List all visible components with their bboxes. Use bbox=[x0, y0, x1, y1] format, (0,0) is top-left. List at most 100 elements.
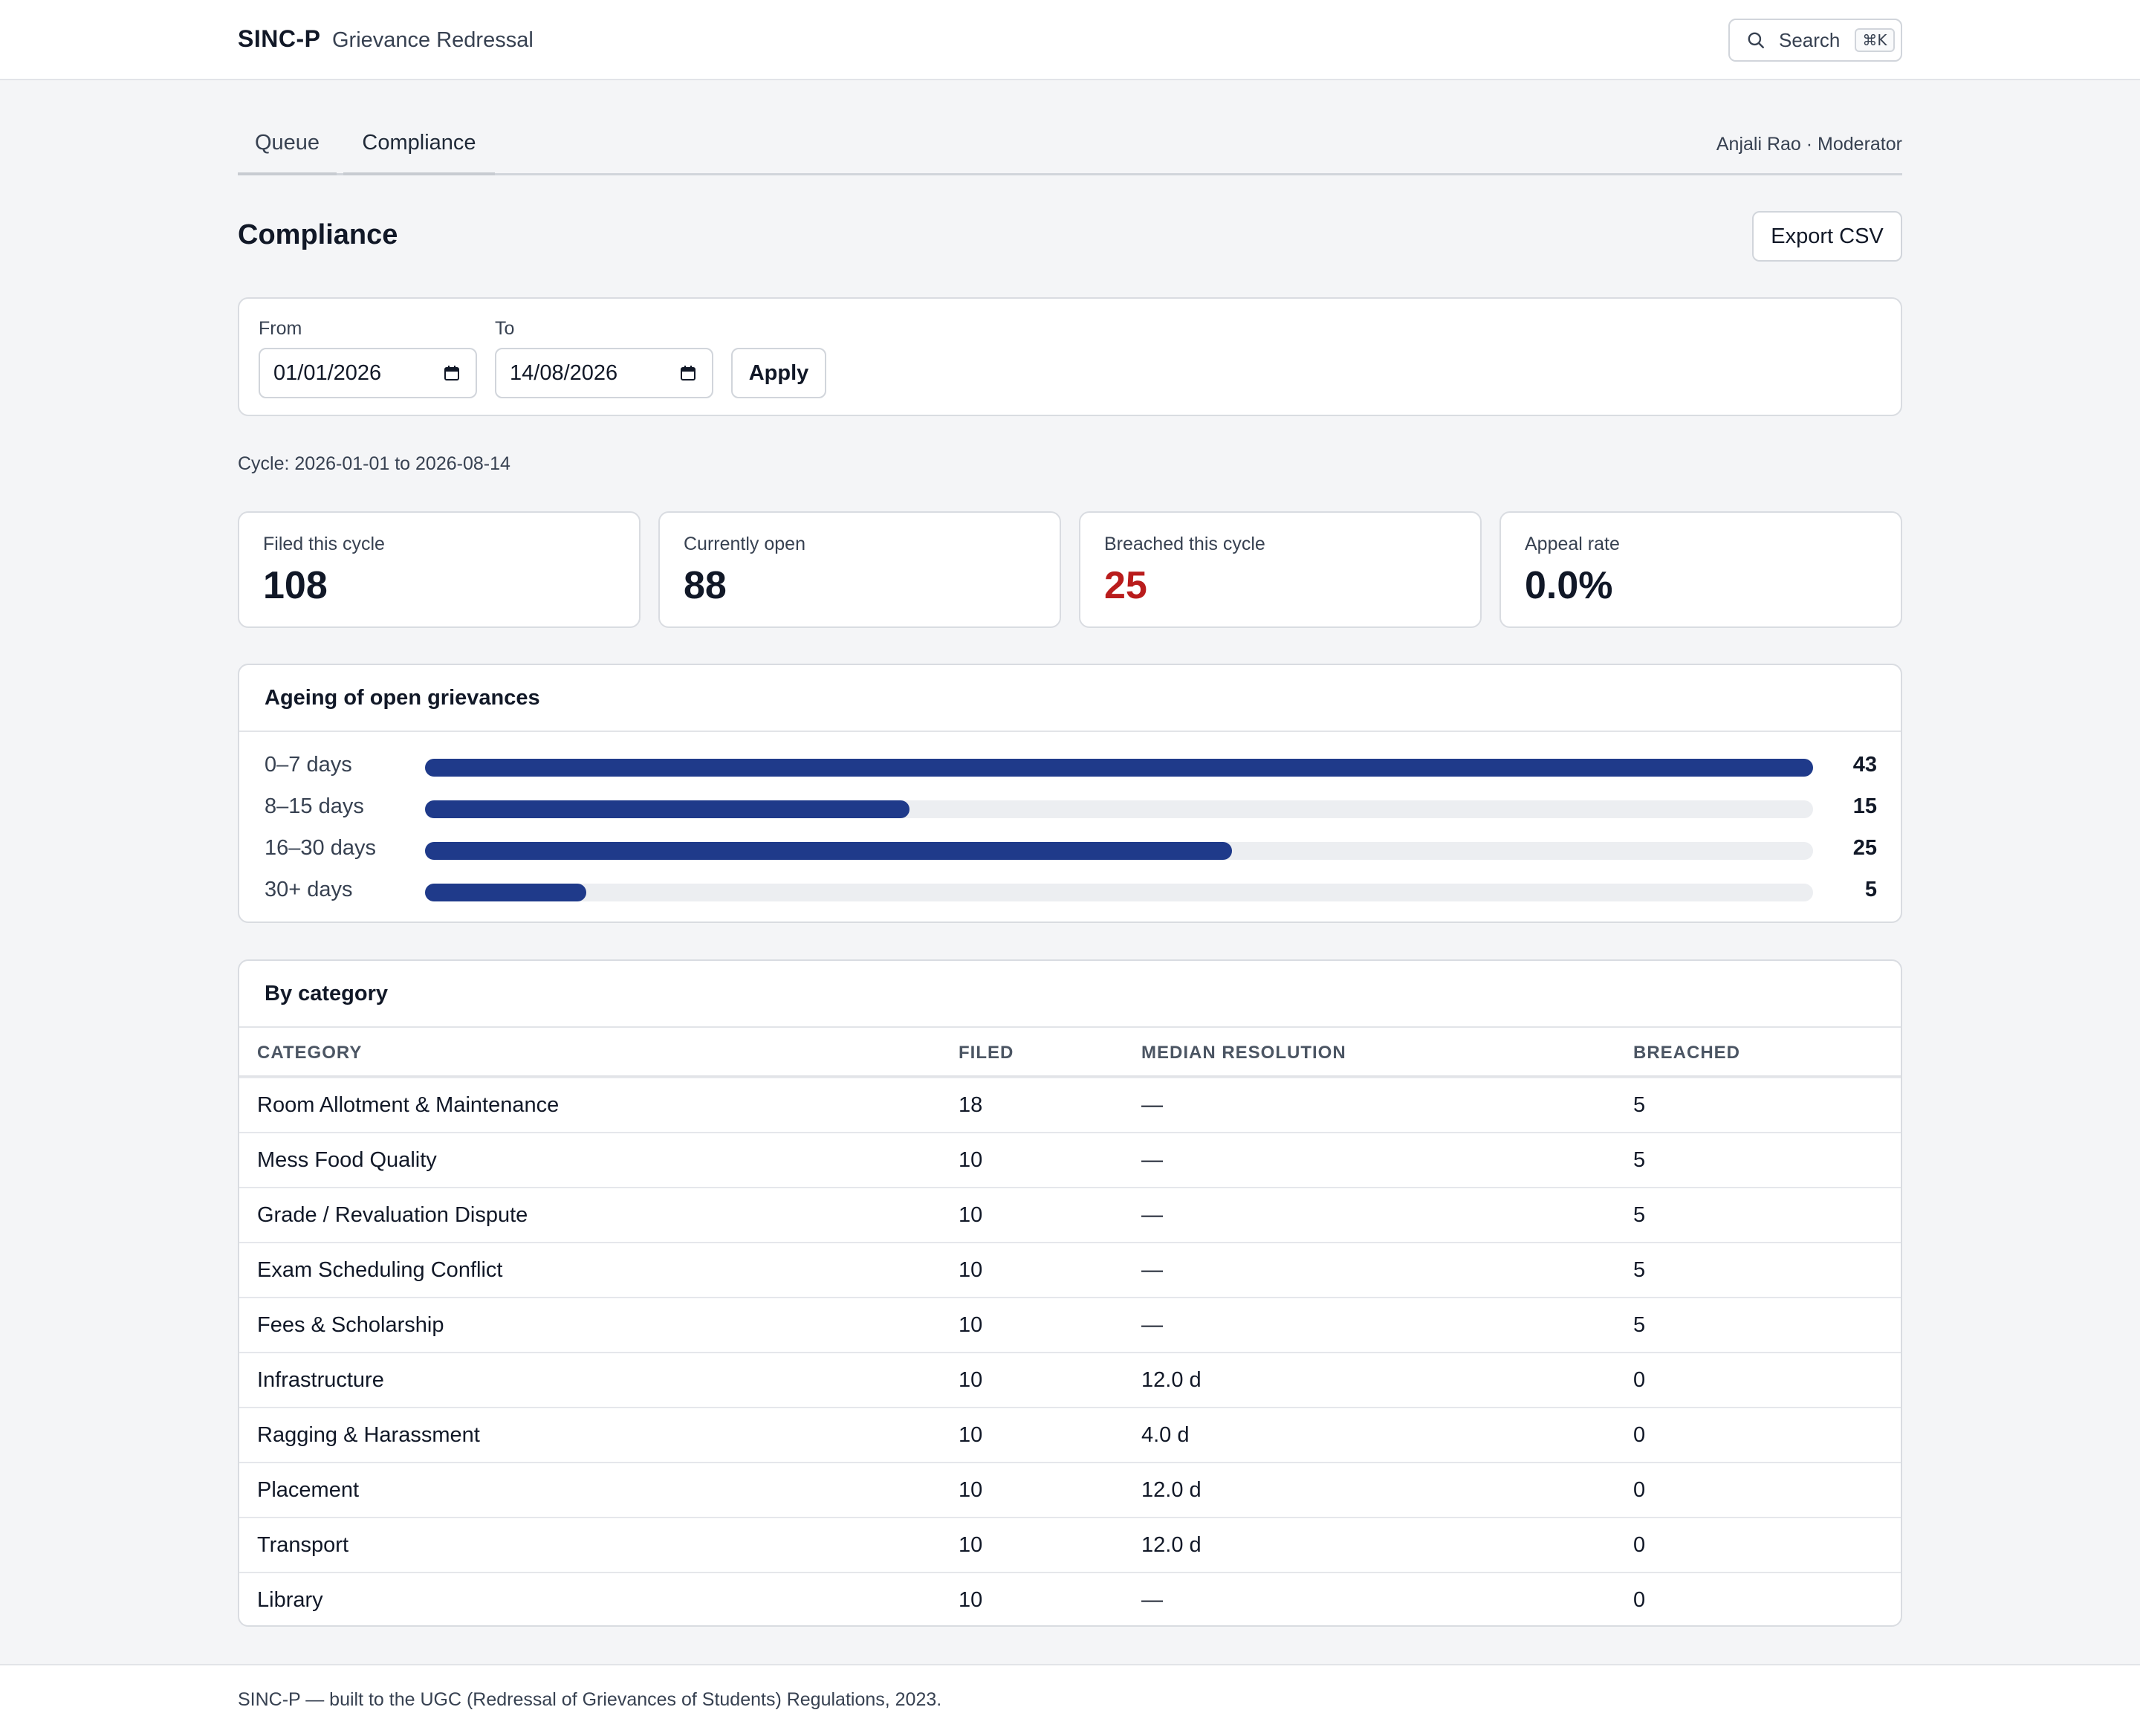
stat-label: Breached this cycle bbox=[1104, 534, 1265, 554]
stat-value: 25 bbox=[1104, 564, 1147, 607]
stat-value: 108 bbox=[263, 564, 328, 607]
cell-median-resolution: — bbox=[1141, 1093, 1163, 1117]
cell-filed: 10 bbox=[959, 1258, 983, 1282]
cell-filed: 10 bbox=[959, 1533, 983, 1557]
ageing-bar-track bbox=[425, 759, 1813, 777]
ageing-count: 25 bbox=[1852, 836, 1877, 860]
export-csv-button[interactable]: Export CSV bbox=[1752, 211, 1902, 262]
table-row[interactable]: Exam Scheduling Conflict 10 — 5 bbox=[239, 1242, 1901, 1297]
table-row[interactable]: Transport 10 12.0 d 0 bbox=[239, 1517, 1901, 1572]
calendar-icon[interactable] bbox=[679, 364, 697, 382]
table-header-row: CATEGORY FILED MEDIAN RESOLUTION BREACHE… bbox=[239, 1028, 1901, 1077]
divider bbox=[239, 1026, 1901, 1028]
ageing-bar-fill bbox=[425, 842, 1233, 860]
stat-label: Filed this cycle bbox=[263, 534, 385, 554]
cell-category: Mess Food Quality bbox=[257, 1148, 437, 1172]
cell-median-resolution: 12.0 d bbox=[1141, 1368, 1202, 1392]
page-title: Compliance bbox=[238, 219, 398, 250]
brand-logo[interactable]: SINC-P bbox=[238, 25, 321, 52]
table-row[interactable]: Mess Food Quality 10 — 5 bbox=[239, 1132, 1901, 1187]
from-label: From bbox=[259, 318, 302, 339]
column-header-filed[interactable]: FILED bbox=[959, 1043, 1014, 1063]
category-table-card: By category CATEGORY FILED MEDIAN RESOLU… bbox=[238, 959, 1902, 1627]
stat-card-filed: Filed this cycle 108 bbox=[238, 511, 641, 628]
ageing-count: 43 bbox=[1852, 753, 1877, 777]
ageing-bar-fill bbox=[425, 884, 587, 901]
ageing-bar-track bbox=[425, 842, 1813, 860]
ageing-label: 16–30 days bbox=[265, 836, 376, 860]
cell-filed: 18 bbox=[959, 1093, 983, 1117]
cell-breached: 0 bbox=[1633, 1533, 1646, 1557]
stat-value: 0.0% bbox=[1525, 564, 1613, 607]
cell-category: Ragging & Harassment bbox=[257, 1423, 480, 1447]
cell-breached: 5 bbox=[1633, 1258, 1646, 1282]
table-row[interactable]: Grade / Revaluation Dispute 10 — 5 bbox=[239, 1187, 1901, 1242]
stat-card-breached: Breached this cycle 25 bbox=[1079, 511, 1482, 628]
cell-breached: 5 bbox=[1633, 1313, 1646, 1337]
cell-filed: 10 bbox=[959, 1148, 983, 1172]
cell-breached: 5 bbox=[1633, 1093, 1646, 1117]
cell-median-resolution: — bbox=[1141, 1313, 1163, 1337]
column-header-category[interactable]: CATEGORY bbox=[257, 1043, 363, 1063]
cell-category: Exam Scheduling Conflict bbox=[257, 1258, 503, 1282]
cell-filed: 10 bbox=[959, 1423, 983, 1447]
ageing-label: 30+ days bbox=[265, 878, 353, 901]
ageing-bar-track bbox=[425, 884, 1813, 901]
to-date-input[interactable]: 14/08/2026 bbox=[495, 348, 713, 398]
cell-median-resolution: — bbox=[1141, 1258, 1163, 1282]
stat-label: Appeal rate bbox=[1525, 534, 1620, 554]
column-header-breached[interactable]: BREACHED bbox=[1633, 1043, 1741, 1063]
cell-breached: 0 bbox=[1633, 1423, 1646, 1447]
cycle-range-text: Cycle: 2026-01-01 to 2026-08-14 bbox=[238, 453, 510, 474]
ageing-count: 5 bbox=[1864, 878, 1877, 901]
table-row[interactable]: Room Allotment & Maintenance 18 — 5 bbox=[239, 1077, 1901, 1132]
cell-filed: 10 bbox=[959, 1368, 983, 1392]
apply-button[interactable]: Apply bbox=[731, 348, 826, 398]
ageing-row: 16–30 days 25 bbox=[239, 835, 1901, 864]
column-header-median-resolution[interactable]: MEDIAN RESOLUTION bbox=[1141, 1043, 1346, 1063]
cell-breached: 5 bbox=[1633, 1203, 1646, 1227]
ageing-row: 30+ days 5 bbox=[239, 876, 1901, 906]
tab-queue[interactable]: Queue bbox=[238, 131, 337, 175]
ageing-bar-fill bbox=[425, 800, 910, 818]
tab-compliance[interactable]: Compliance bbox=[343, 131, 495, 175]
cell-median-resolution: 12.0 d bbox=[1141, 1478, 1202, 1502]
brand-subtitle: Grievance Redressal bbox=[332, 28, 534, 52]
cell-category: Placement bbox=[257, 1478, 360, 1502]
calendar-icon[interactable] bbox=[443, 364, 461, 382]
ageing-bar-fill bbox=[425, 759, 1813, 777]
to-label: To bbox=[495, 318, 515, 339]
table-row[interactable]: Fees & Scholarship 10 — 5 bbox=[239, 1297, 1901, 1352]
cell-category: Infrastructure bbox=[257, 1368, 384, 1392]
ageing-label: 8–15 days bbox=[265, 794, 364, 818]
tab-bar: Queue Compliance Anjali Rao · Moderator bbox=[238, 119, 1902, 175]
search-button[interactable]: Search ⌘K bbox=[1728, 19, 1902, 62]
ageing-label: 0–7 days bbox=[265, 753, 352, 777]
cell-median-resolution: — bbox=[1141, 1203, 1163, 1227]
footer-text: SINC-P — built to the UGC (Redressal of … bbox=[238, 1689, 942, 1710]
cell-category: Room Allotment & Maintenance bbox=[257, 1093, 560, 1117]
cell-median-resolution: — bbox=[1141, 1588, 1163, 1612]
search-icon bbox=[1748, 32, 1764, 48]
table-row[interactable]: Infrastructure 10 12.0 d 0 bbox=[239, 1352, 1901, 1407]
cell-category: Fees & Scholarship bbox=[257, 1313, 444, 1337]
cell-filed: 10 bbox=[959, 1203, 983, 1227]
cell-filed: 10 bbox=[959, 1313, 983, 1337]
cell-breached: 0 bbox=[1633, 1478, 1646, 1502]
ageing-bar-track bbox=[425, 800, 1813, 818]
ageing-title: Ageing of open grievances bbox=[265, 686, 540, 710]
cell-filed: 10 bbox=[959, 1478, 983, 1502]
table-row[interactable]: Placement 10 12.0 d 0 bbox=[239, 1462, 1901, 1517]
cell-category: Grade / Revaluation Dispute bbox=[257, 1203, 528, 1227]
table-row[interactable]: Library 10 — 0 bbox=[239, 1572, 1901, 1625]
stat-card-appeal-rate: Appeal rate 0.0% bbox=[1499, 511, 1902, 628]
top-bar: SINC-P Grievance Redressal Search ⌘K bbox=[0, 0, 2140, 80]
from-date-input[interactable]: 01/01/2026 bbox=[259, 348, 477, 398]
ageing-row: 0–7 days 43 bbox=[239, 751, 1901, 781]
cell-median-resolution: — bbox=[1141, 1148, 1163, 1172]
from-date-value: 01/01/2026 bbox=[273, 361, 382, 385]
to-date-value: 14/08/2026 bbox=[510, 361, 618, 385]
table-row[interactable]: Ragging & Harassment 10 4.0 d 0 bbox=[239, 1407, 1901, 1462]
ageing-card: Ageing of open grievances 0–7 days 43 8–… bbox=[238, 664, 1902, 923]
stat-label: Currently open bbox=[684, 534, 805, 554]
